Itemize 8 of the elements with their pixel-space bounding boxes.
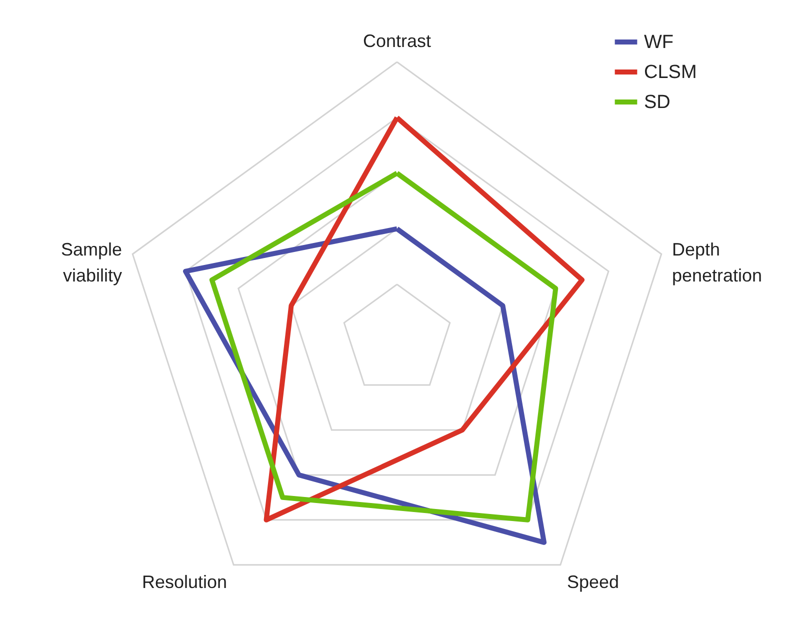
spoke-label: Resolution bbox=[142, 572, 228, 592]
legend-label: WF bbox=[644, 32, 674, 53]
spoke-label: Speed bbox=[566, 572, 620, 592]
legend-label: SD bbox=[644, 92, 670, 113]
spoke-label: Sample viability bbox=[61, 240, 122, 286]
spoke-label: Depth penetration bbox=[672, 240, 762, 286]
spoke-label: Contrast bbox=[362, 30, 432, 51]
legend-label: CLSM bbox=[644, 62, 697, 83]
